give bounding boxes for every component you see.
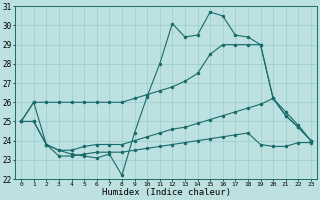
X-axis label: Humidex (Indice chaleur): Humidex (Indice chaleur): [101, 188, 230, 197]
